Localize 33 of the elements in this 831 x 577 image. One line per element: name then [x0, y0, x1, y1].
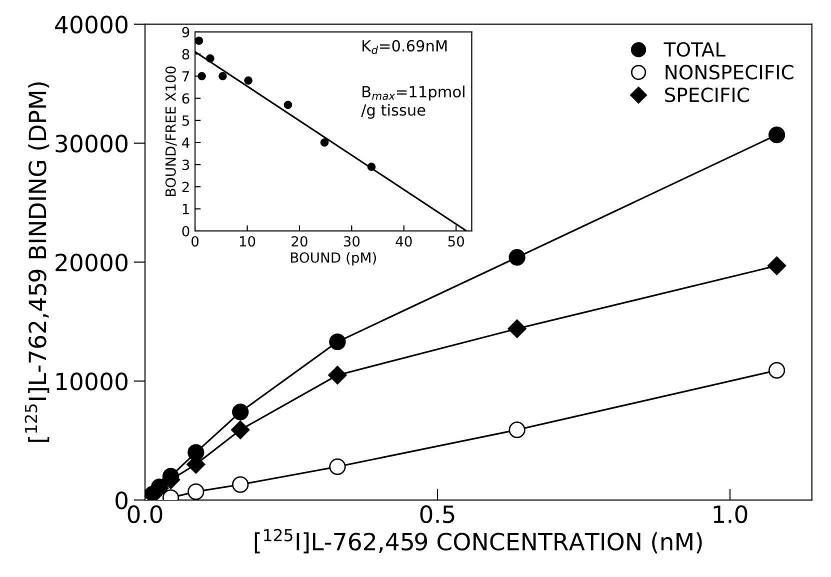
annotation: B$_{max}$=11pmol /g tissue [361, 86, 464, 119]
x-tick-label: 0 [192, 236, 199, 247]
y-tick-label: 0 [182, 226, 190, 236]
x-tick-label: 30 [344, 236, 360, 247]
x-tick-label: 0.5 [420, 505, 454, 524]
x-tick-label: 0.0 [128, 505, 162, 524]
x-tick-label: 50 [448, 236, 464, 247]
y-tick-label: 20000 [56, 254, 128, 272]
y-tick-label: 3 [182, 160, 190, 170]
x-tick-label: 40 [396, 236, 412, 247]
y-tick-label: 2 [182, 182, 189, 192]
y-tick-label: 8 [182, 48, 190, 60]
legend-label: SPECIFIC [665, 87, 749, 102]
x-tick-label: 10 [240, 236, 256, 247]
y-tick-label: 4 [182, 138, 190, 148]
legend-label: NONSPECIFIC [666, 64, 794, 80]
y-tick-label: 5 [182, 116, 189, 126]
y-tick-label: 7 [182, 71, 189, 82]
x-axis-title: [$^{125}$I]L-762,459 CONCENTRATION (nM) [254, 528, 702, 554]
y-tick-label: 1 [182, 204, 189, 214]
x-axis-title: BOUND (pM) [291, 252, 376, 266]
x-tick-label: 1.0 [714, 505, 748, 524]
y-tick-label: 30000 [56, 134, 128, 152]
y-tick-label: 10000 [56, 372, 128, 390]
x-tick-label: 20 [292, 236, 308, 247]
y-tick-label: 40000 [55, 16, 128, 34]
legend-label: TOTAL [664, 42, 726, 57]
y-tick-label: 9 [182, 26, 190, 38]
y-tick-label: 6 [182, 93, 190, 104]
y-axis-title: BOUND/FREE X100 [165, 66, 177, 196]
y-tick-label: 0 [116, 491, 128, 510]
annotation: K$_{d}$=0.69nM [362, 40, 447, 54]
y-axis-title: [$^{125}$I]L-762,459 BINDING (DPM) [24, 82, 50, 442]
